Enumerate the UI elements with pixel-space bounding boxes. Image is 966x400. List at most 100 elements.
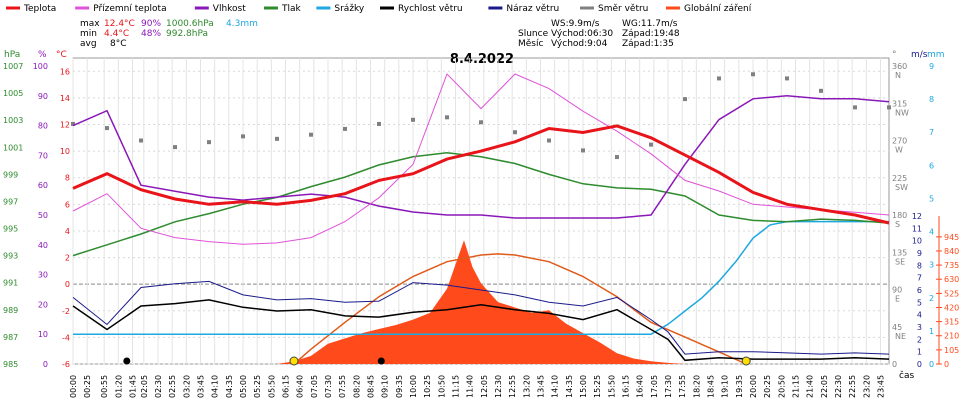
pct-tick-6: 40 (38, 241, 48, 250)
x-tick-53: 22:05 (820, 375, 829, 398)
temp-tick-10: -4 (62, 333, 70, 342)
wm2-tick-8: 105 (944, 346, 959, 355)
x-tick-1: 00:25 (83, 375, 92, 398)
pct-tick-9: 10 (38, 330, 48, 339)
legend-label-5: Rychlost větru (398, 4, 463, 14)
mm-tick-6: 3 (929, 261, 934, 270)
wm2-tick-4: 525 (944, 289, 959, 298)
info-wg: WG:11.7m/s (622, 19, 678, 29)
x-tick-41: 17:05 (650, 375, 659, 398)
wind-direction-point (887, 105, 891, 110)
stat-min-hum: 48% (141, 29, 161, 39)
solar-radiation-area (73, 240, 889, 364)
x-tick-7: 02:55 (168, 375, 177, 398)
moonset-marker (123, 357, 131, 365)
dir-tick-8: 0 (892, 360, 897, 369)
x-tick-30: 12:30 (494, 375, 503, 398)
stat-max-label: max (80, 19, 100, 29)
x-tick-40: 16:40 (636, 375, 645, 398)
x-tick-43: 17:55 (678, 375, 687, 398)
info-slunce-rise: Východ:06:30 (551, 29, 613, 39)
temperature-line (72, 124, 890, 225)
ms-tick-7: 5 (917, 298, 922, 307)
x-tick-14: 05:50 (267, 375, 276, 398)
x-tick-12: 05:00 (239, 375, 248, 398)
ms-tick-0: 12 (912, 212, 922, 221)
stat-avg-label: avg (80, 39, 97, 49)
temp-tick-1: 14 (60, 94, 70, 103)
hpa-tick-8: 991 (3, 279, 18, 288)
wind-direction-point (717, 76, 721, 81)
pct-tick-10: 0 (43, 360, 48, 369)
info-block: WS:9.9m/s WG:11.7m/s Slunce Východ:06:30… (518, 19, 680, 49)
temp-axis-label: °C (56, 50, 67, 60)
hpa-tick-2: 1003 (3, 116, 23, 125)
hpa-tick-5: 997 (3, 197, 18, 206)
x-tick-9: 03:45 (197, 375, 206, 398)
ms-tick-5: 7 (917, 274, 922, 283)
stat-max-hum: 90% (141, 19, 161, 29)
dir-name-6: E (895, 295, 900, 304)
stat-min-label: min (80, 29, 97, 39)
legend-label-1: Přízemní teplota (93, 4, 166, 14)
hpa-tick-10: 987 (3, 333, 18, 342)
legend-label-8: Globální záření (684, 4, 752, 14)
mm-tick-4: 5 (929, 194, 934, 203)
wind-direction-point (139, 138, 143, 143)
x-tick-24: 10:00 (409, 375, 418, 398)
hpa-tick-7: 993 (3, 252, 18, 261)
wm2-tick-5: 420 (944, 303, 959, 312)
dir-name-7: NE (895, 332, 906, 341)
plot-group (71, 72, 891, 366)
x-tick-54: 22:30 (834, 375, 843, 398)
pct-tick-4: 60 (38, 181, 48, 190)
temp-tick-0: 16 (60, 67, 70, 76)
x-tick-39: 16:15 (622, 375, 631, 398)
x-tick-52: 21:40 (806, 375, 815, 398)
x-tick-4: 01:45 (129, 375, 138, 398)
wm2-tick-2: 735 (944, 261, 959, 270)
wind-direction-point (615, 155, 619, 160)
info-ws: WS:9.9m/s (551, 19, 600, 29)
dir-tick-7: 45 (892, 323, 902, 332)
wind-direction-point (207, 140, 211, 145)
ms-tick-2: 10 (912, 237, 922, 246)
wind-direction-point (785, 76, 789, 81)
stat-max-temp: 12.4°C (104, 19, 135, 29)
x-tick-33: 13:45 (537, 375, 546, 398)
wind-direction-point (479, 120, 483, 125)
sunrise-marker (289, 356, 299, 366)
dir-tick-2: 270 (892, 137, 907, 146)
x-tick-2: 00:55 (100, 375, 109, 398)
x-tick-35: 14:35 (565, 375, 574, 398)
x-tick-32: 13:20 (522, 375, 531, 398)
x-tick-37: 15:25 (593, 375, 602, 398)
info-slunce-label: Slunce (518, 29, 549, 39)
stat-min-press: 992.8hPa (166, 29, 208, 39)
wind-direction-point (309, 132, 313, 137)
x-tick-36: 15:00 (579, 375, 588, 398)
legend-label-7: Směr větru (598, 4, 648, 14)
stat-max-press: 1000.6hPa (166, 19, 214, 29)
ms-tick-12: 0 (917, 360, 922, 369)
x-tick-48: 20:00 (749, 375, 758, 398)
wind-direction-point (649, 142, 653, 147)
x-tick-21: 08:45 (367, 375, 376, 398)
ms-tick-8: 4 (917, 311, 922, 320)
temp-tick-9: -2 (62, 307, 70, 316)
legend-label-2: Vlhkost (213, 4, 246, 14)
x-tick-51: 21:15 (792, 375, 801, 398)
wind-direction-point (343, 126, 347, 131)
pct-axis-label: % (38, 50, 47, 60)
ms-tick-10: 2 (917, 335, 922, 344)
wm2-tick-6: 315 (944, 318, 959, 327)
dir-tick-0: 360 (892, 62, 907, 71)
pct-tick-0: 100 (33, 62, 48, 71)
temp-tick-3: 10 (60, 147, 70, 156)
dir-tick-4: 180 (892, 211, 907, 220)
legend-label-4: Srážky (334, 4, 365, 14)
info-mesic-rise: Východ:9:04 (551, 39, 608, 49)
temp-tick-11: -6 (62, 360, 70, 369)
x-tick-44: 18:20 (692, 375, 701, 398)
ms-tick-4: 8 (917, 261, 922, 270)
